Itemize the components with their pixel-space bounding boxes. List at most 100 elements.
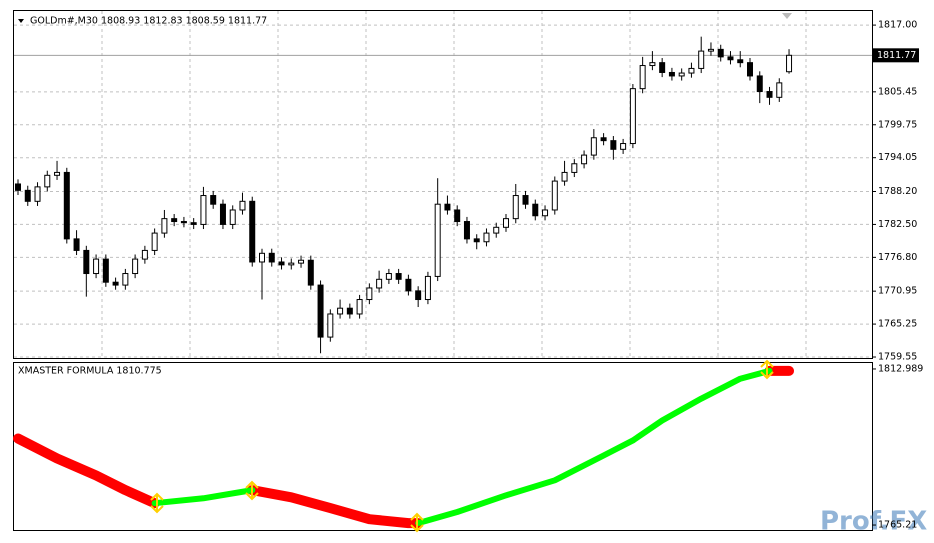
candle-body [424, 275, 431, 301]
candle-body [385, 273, 392, 280]
candle-body [473, 238, 480, 243]
candle-body [561, 171, 568, 182]
candle-body [542, 209, 549, 217]
candle-body [307, 259, 314, 286]
candle-body [668, 71, 675, 77]
candle-body [395, 273, 402, 280]
indicator-line [13, 365, 795, 529]
candle-body [629, 88, 636, 145]
candle-body [639, 65, 646, 90]
candle-body [698, 50, 705, 69]
title-arrow [18, 19, 24, 23]
y-tick-label: 1776.80 [878, 252, 917, 263]
main-panel [13, 10, 873, 359]
candle-body [132, 258, 139, 275]
candle-body [298, 259, 305, 264]
candle-body [493, 226, 500, 234]
y-tick-label: 1765.25 [878, 319, 917, 330]
candle-body [600, 137, 607, 142]
candle-body [24, 189, 31, 202]
y-tick-label: 1759.55 [878, 352, 917, 363]
candle-body [83, 249, 90, 275]
candle-body [102, 258, 109, 283]
candle-body [415, 290, 422, 301]
y-tick-label: 1788.20 [878, 186, 917, 197]
candle-body [747, 62, 753, 77]
candle-body [200, 195, 207, 225]
y-tick-label: 1805.45 [878, 86, 917, 97]
indicator-title: XMASTER FORMULA 1810.775 [18, 366, 162, 377]
candle-body [610, 140, 617, 150]
candle-body [571, 163, 578, 173]
candle-body [288, 262, 295, 266]
candle-body [454, 209, 461, 223]
candle-body [366, 287, 373, 301]
candle-body [278, 261, 285, 266]
candle-body [737, 59, 744, 64]
candle-body [44, 174, 51, 188]
indicator-panel [13, 362, 873, 531]
candle-body [73, 238, 80, 251]
indicator-line [151, 367, 773, 527]
y-tick-label: 1765.21 [878, 520, 917, 531]
candle-body [434, 203, 441, 277]
candle-body [141, 249, 148, 260]
candle-body [229, 209, 236, 225]
candle-body [444, 203, 451, 211]
shift-marker [782, 13, 792, 19]
candle-body [122, 273, 129, 286]
candle-body [259, 252, 265, 263]
candle-body [346, 307, 353, 315]
candle-body [112, 281, 119, 286]
candle-body [356, 299, 363, 315]
y-tick-label: 1812.989 [878, 363, 923, 374]
candle-body [522, 195, 529, 205]
watermark: Prof.FX [820, 507, 927, 537]
candle-body [503, 218, 509, 228]
candle-body [317, 284, 324, 338]
candle-body [620, 143, 627, 150]
candle-body [268, 252, 275, 263]
candle-body [210, 195, 217, 205]
candle-body [590, 137, 597, 156]
y-tick-label: 1817.00 [878, 20, 917, 31]
candle-body [180, 221, 187, 224]
candle-body [727, 56, 734, 61]
candle-body [512, 195, 519, 220]
candle-body [649, 62, 656, 67]
y-tick-label: 1770.95 [878, 286, 917, 297]
signal-arrow [760, 359, 774, 380]
candle-body [659, 62, 666, 73]
signal-arrow [150, 492, 164, 514]
candle-body [532, 203, 539, 217]
candle-body [34, 186, 41, 202]
candle-body [239, 200, 246, 211]
candle-body [581, 154, 588, 165]
signal-arrows [150, 359, 774, 533]
candle-body [405, 278, 412, 292]
candle-body [190, 222, 197, 225]
candle-body [678, 72, 685, 77]
y-tick-label: 1799.75 [878, 119, 917, 130]
candle-body [463, 221, 470, 240]
candle-body [551, 180, 558, 211]
candle-body [171, 218, 178, 223]
candle-body [93, 258, 100, 275]
candle-body [54, 171, 61, 176]
candle-body [688, 67, 695, 74]
candle-body [717, 48, 724, 58]
candle-body [15, 183, 21, 191]
candle-body [707, 48, 714, 52]
y-tick-label: 1794.05 [878, 152, 917, 163]
candle-body [776, 82, 783, 98]
candle-body [483, 232, 490, 243]
candle-body [219, 203, 226, 225]
signal-arrow [410, 512, 424, 533]
candle-body [376, 278, 383, 289]
candle-body [766, 91, 773, 98]
vertical-grid [101, 11, 807, 358]
last-price-box [873, 48, 919, 63]
